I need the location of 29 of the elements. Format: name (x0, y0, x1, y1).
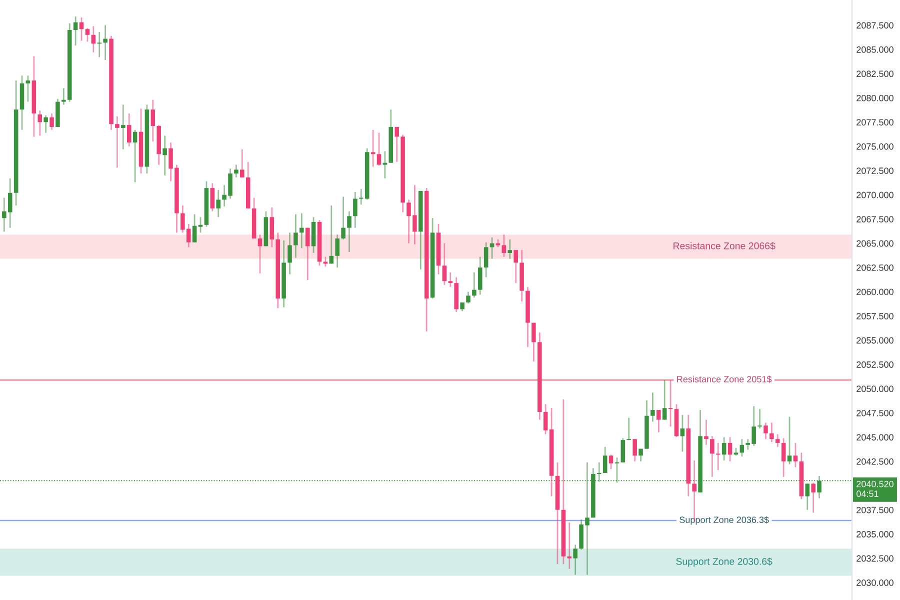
y-tick-label: 2077.500 (856, 119, 894, 126)
y-tick-label: 2062.500 (856, 264, 894, 271)
ref-line-label: 2040.520 (856, 480, 894, 488)
y-tick-label: 2050.000 (856, 386, 894, 392)
y-tick-label: 2052.500 (856, 361, 894, 368)
text: 04:51 (856, 490, 878, 497)
ref-line-label: Support Zone 2036.3$ (680, 516, 769, 525)
band-label: Support Zone 2030.6$ (676, 558, 772, 567)
y-tick-label: 2065.000 (856, 240, 894, 247)
y-tick-label: 2055.000 (856, 337, 894, 344)
y-tick-label: 2047.500 (856, 410, 894, 416)
y-tick-label: 2082.500 (856, 70, 894, 78)
ref-line-label: Resistance Zone 2051$ (677, 376, 772, 383)
band-label: Resistance Zone 2066$ (674, 242, 776, 250)
y-tick-label: 2030.000 (856, 580, 894, 586)
y-tick-label: 2080.000 (856, 94, 894, 102)
y-tick-label: 2035.000 (856, 531, 894, 538)
y-tick-label: 2032.500 (856, 555, 894, 562)
y-tick-label: 2067.500 (856, 216, 894, 222)
y-tick-label: 2045.000 (856, 434, 894, 441)
y-tick-label: 2072.500 (856, 168, 894, 174)
y-tick-label: 2057.500 (856, 312, 894, 320)
y-tick-label: 2087.500 (856, 22, 894, 29)
y-tick-label: 2085.000 (856, 46, 894, 53)
y-tick-label: 2075.000 (856, 143, 894, 150)
y-tick-label: 2060.000 (856, 288, 894, 296)
y-tick-label: 2070.000 (856, 192, 894, 198)
y-tick-label: 2042.500 (856, 458, 894, 465)
y-tick-label: 2037.500 (856, 506, 894, 514)
